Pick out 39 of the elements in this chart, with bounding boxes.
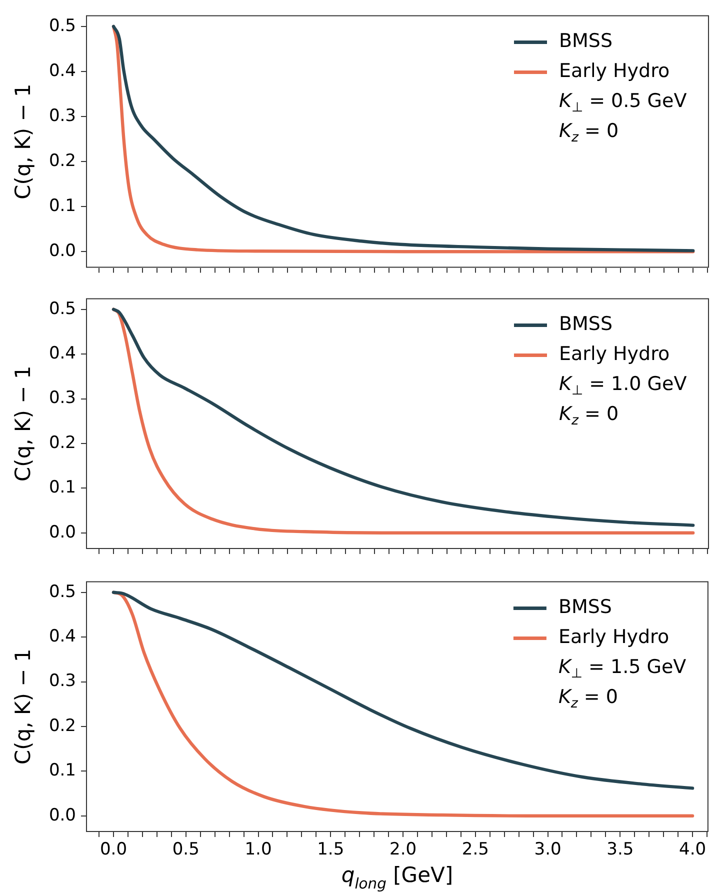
x-tick-label: 2.5 [462,840,489,860]
y-tick-label: 0.5 [48,582,76,602]
y-tick-label: 0.3 [48,106,76,126]
y-tick-label: 0.2 [48,432,76,453]
x-tick-label: 0.5 [172,840,200,860]
y-tick-label: 0.3 [48,671,76,692]
x-tick-label: 1.0 [244,840,272,860]
annotation: K⊥ = 0.5 GeV [559,90,687,116]
x-tick-label: 0.0 [100,840,128,860]
annotation: K⊥ = 1.5 GeV [558,656,686,682]
legend-label: Early Hydro [559,343,670,366]
y-tick-label: 0.4 [48,60,76,81]
legend-label: BMSS [558,596,612,618]
y-tick-label: 0.1 [48,760,76,781]
x-tick-label: 3.5 [606,840,634,860]
y-tick-label: 0.1 [48,196,76,216]
legend-label: Early Hydro [559,60,670,82]
y-tick-label: 0.1 [48,478,76,498]
y-tick-label: 0.4 [48,626,76,647]
x-tick-label: 2.0 [389,840,417,860]
y-axis-title: C(q, K) − 1 [11,84,35,200]
y-tick-label: 0.4 [48,344,76,364]
y-axis-title: C(q, K) − 1 [11,648,35,765]
y-tick-label: 0.2 [48,716,76,736]
legend-label: Early Hydro [558,626,670,648]
y-tick-label: 0.0 [48,241,76,262]
y-tick-label: 0.5 [48,298,76,319]
y-tick-label: 0.2 [48,150,76,171]
x-tick-label: 3.0 [534,840,562,860]
legend-label: BMSS [559,313,613,336]
y-tick-label: 0.0 [48,805,76,826]
annotation: K⊥ = 1.0 GeV [559,373,687,398]
y-tick-label: 0.0 [48,522,76,542]
y-tick-label: 0.3 [48,388,76,408]
y-axis-title: C(q, K) − 1 [11,366,35,482]
legend-label: BMSS [559,30,613,52]
y-tick-label: 0.5 [48,16,76,36]
x-tick-label: 1.5 [317,840,344,860]
x-tick-label: 4.0 [679,840,706,860]
